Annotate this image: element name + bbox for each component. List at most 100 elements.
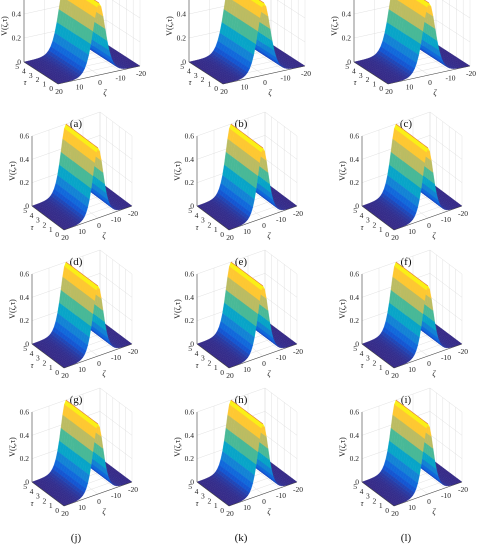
tau-tick-label: 4 xyxy=(187,66,191,75)
tau-tick-label: 3 xyxy=(366,216,370,225)
panel-d: 0 1 2 3 4 5 20 10 0 -10 -20 0 0.2 0.4 0.6 V(ζ,τ) τ ζ (d) xyxy=(0,111,164,274)
z-axis-label: V(ζ,τ) xyxy=(173,161,182,181)
z-tick-label: 0.2 xyxy=(185,178,195,187)
z-axis-label: V(ζ,τ) xyxy=(8,161,17,181)
zeta-tick-label: -20 xyxy=(128,347,138,356)
z-axis-label: V(ζ,τ) xyxy=(0,16,9,36)
zeta-axis-line xyxy=(228,343,298,369)
zeta-axis-label: ζ xyxy=(433,88,437,97)
tau-tick-label: 5 xyxy=(353,206,357,215)
tau-axis-label: τ xyxy=(354,78,358,87)
panel-caption: (d) xyxy=(69,256,83,268)
axes xyxy=(361,136,463,231)
zeta-axis-label: ζ xyxy=(267,231,271,240)
zeta-tick-label: -20 xyxy=(293,347,303,356)
tau-tick-label: 1 xyxy=(49,225,53,234)
z-tick-label: 0 xyxy=(182,58,186,67)
peak-ridge-line xyxy=(230,261,264,287)
tau-axis-line xyxy=(353,61,389,85)
peak-ridge-line xyxy=(65,123,99,149)
tau-axis-label: τ xyxy=(196,361,200,370)
tau-tick-label: 4 xyxy=(352,66,356,75)
tau-tick-label: 3 xyxy=(36,354,40,363)
tau-tick-label: 1 xyxy=(207,80,211,89)
tau-tick-label: 2 xyxy=(207,358,211,367)
zeta-axis-label: ζ xyxy=(103,88,107,97)
zeta-axis-line xyxy=(63,343,133,369)
zeta-tick-label: -20 xyxy=(458,209,468,218)
zeta-tick-label: 0 xyxy=(427,221,431,230)
z-tick-label: 0.4 xyxy=(20,293,30,302)
zeta-tick-label: -10 xyxy=(446,74,456,83)
zeta-tick-label: -10 xyxy=(111,353,121,362)
zeta-tick-label: 20 xyxy=(55,87,63,96)
tau-tick-label: 2 xyxy=(36,75,40,84)
zeta-tick-label: 0 xyxy=(262,221,266,230)
zeta-tick-label: 20 xyxy=(226,371,234,380)
tau-tick-label: 5 xyxy=(180,62,184,71)
peak-ridge-line xyxy=(230,123,264,149)
tau-tick-label: 2 xyxy=(42,358,46,367)
tau-axis-line xyxy=(31,205,65,231)
tau-tick-label: 5 xyxy=(23,206,27,215)
tau-tick-label: 0 xyxy=(220,230,224,239)
zeta-axis-line xyxy=(63,205,133,231)
axis-labels: V(ζ,τ) τ ζ xyxy=(0,16,107,97)
z-tick-label: 0.6 xyxy=(20,132,30,141)
z-tick-label: 0.6 xyxy=(185,132,195,141)
surface-mesh xyxy=(31,261,133,369)
zeta-tick-label: 20 xyxy=(391,233,399,242)
surface-mesh xyxy=(361,123,463,231)
panel-g: 0 1 2 3 4 5 20 10 0 -10 -20 0 0.2 0.4 0.6 V(ζ,τ) τ ζ (g) xyxy=(0,249,164,412)
z-tick-label: 0.4 xyxy=(350,155,360,164)
axes xyxy=(196,136,298,231)
zeta-tick-label: 20 xyxy=(61,371,69,380)
z-axis-label: V(ζ,τ) xyxy=(338,161,347,181)
tau-tick-label: 5 xyxy=(188,206,192,215)
z-axis-label: V(ζ,τ) xyxy=(330,16,339,36)
zeta-tick-label: -20 xyxy=(128,209,138,218)
zeta-axis-line xyxy=(387,65,471,85)
axes xyxy=(196,274,298,369)
z-axis-label: V(ζ,τ) xyxy=(173,299,182,319)
tau-axis-line xyxy=(196,205,230,231)
peak-ridge-line xyxy=(395,123,429,149)
tau-tick-label: 3 xyxy=(201,216,205,225)
zeta-tick-label: 0 xyxy=(262,359,266,368)
zeta-tick-label: 0 xyxy=(98,78,102,87)
zeta-tick-label: 10 xyxy=(78,227,86,236)
z-tick-label: 0.2 xyxy=(20,316,30,325)
tau-tick-label: 4 xyxy=(22,66,26,75)
axes xyxy=(31,274,133,369)
tau-tick-label: 3 xyxy=(359,71,363,80)
zeta-tick-label: -10 xyxy=(111,215,121,224)
tau-tick-label: 2 xyxy=(207,220,211,229)
tau-tick-label: 0 xyxy=(214,84,218,93)
peak-ridge-line xyxy=(65,261,99,287)
z-tick-label: 0 xyxy=(25,340,29,349)
zeta-tick-label: 10 xyxy=(243,365,251,374)
zeta-tick-label: -20 xyxy=(136,69,146,78)
tau-tick-label: 3 xyxy=(194,71,198,80)
z-tick-label: 0.4 xyxy=(342,10,352,19)
tau-axis-line xyxy=(31,343,65,369)
z-axis-label: V(ζ,τ) xyxy=(165,16,174,36)
z-axis-label: V(ζ,τ) xyxy=(8,299,17,319)
tau-axis-label: τ xyxy=(361,223,365,232)
z-tick-label: 0.2 xyxy=(20,178,30,187)
zeta-tick-label: 20 xyxy=(226,233,234,242)
z-tick-label: 0.4 xyxy=(185,293,195,302)
surface-mesh xyxy=(196,261,298,369)
tau-tick-label: 5 xyxy=(15,62,19,71)
tau-tick-label: 1 xyxy=(372,80,376,89)
z-tick-label: 0.2 xyxy=(12,34,22,43)
tau-axis-label: τ xyxy=(24,78,28,87)
axis-labels: V(ζ,τ) τ ζ xyxy=(330,16,437,97)
